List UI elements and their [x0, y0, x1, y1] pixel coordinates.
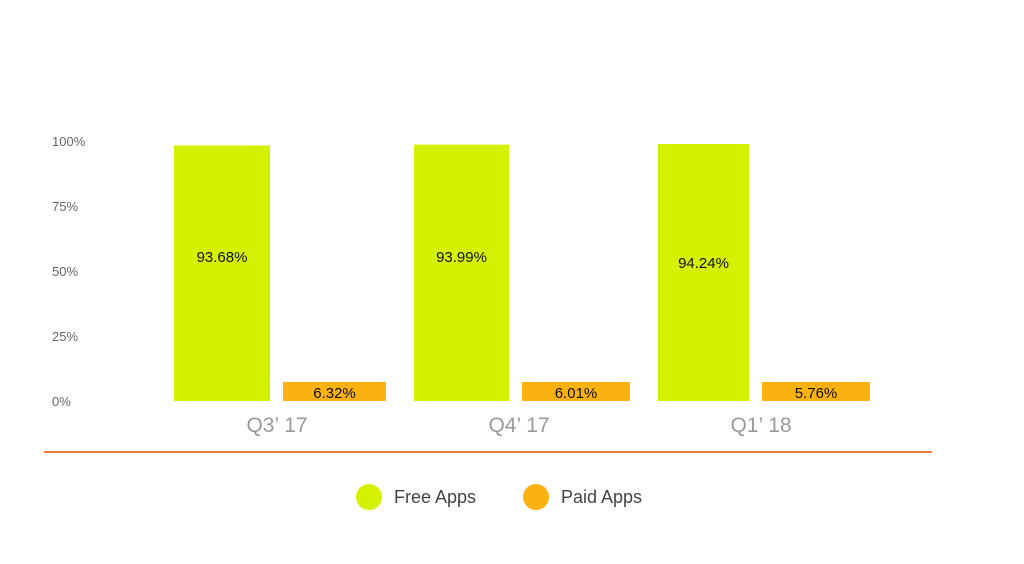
legend-item-paid-apps: Paid Apps	[523, 480, 642, 514]
y-tick-label: 75%	[52, 199, 78, 214]
y-tick-label: 100%	[52, 134, 86, 149]
data-label-paid-apps: 5.76%	[795, 385, 838, 402]
y-tick-label: 50%	[52, 264, 78, 279]
bar-paid-apps	[762, 382, 870, 401]
y-tick-label: 0%	[52, 394, 71, 409]
data-label-paid-apps: 6.32%	[313, 385, 356, 402]
bar-chart: 0% 25% 50% 75% 100% 93.68% 6.32% 93.99% 6.01% 94…	[44, 134, 932, 453]
legend-item-free-apps: Free Apps	[356, 480, 476, 514]
x-axis: Q3’ 17 Q4’ 17 Q1’ 18	[246, 414, 791, 437]
bars: 93.68% 6.32% 93.99% 6.01% 94.24% 5.76%	[174, 143, 870, 402]
legend-label-paid-apps: Paid Apps	[561, 486, 643, 507]
y-axis: 0% 25% 50% 75% 100%	[52, 134, 86, 409]
data-label-free-apps: 94.24%	[678, 255, 729, 272]
legend-label-free-apps: Free Apps	[394, 486, 477, 507]
x-tick-label: Q4’ 17	[488, 414, 549, 437]
legend-swatch-paid-apps	[523, 484, 549, 510]
data-label-free-apps: 93.99%	[436, 249, 487, 266]
data-label-paid-apps: 6.01%	[555, 385, 598, 402]
bar-paid-apps	[522, 382, 630, 401]
y-tick-label: 25%	[52, 329, 78, 344]
x-tick-label: Q1’ 18	[730, 414, 791, 437]
legend: Free Apps Paid Apps	[0, 480, 1024, 514]
bar-free-apps	[174, 145, 270, 401]
x-tick-label: Q3’ 17	[246, 414, 307, 437]
bar-free-apps	[658, 143, 749, 401]
bar-free-apps	[414, 144, 509, 401]
legend-swatch-free-apps	[356, 484, 382, 510]
data-label-free-apps: 93.68%	[197, 249, 248, 266]
bar-paid-apps	[283, 382, 386, 401]
